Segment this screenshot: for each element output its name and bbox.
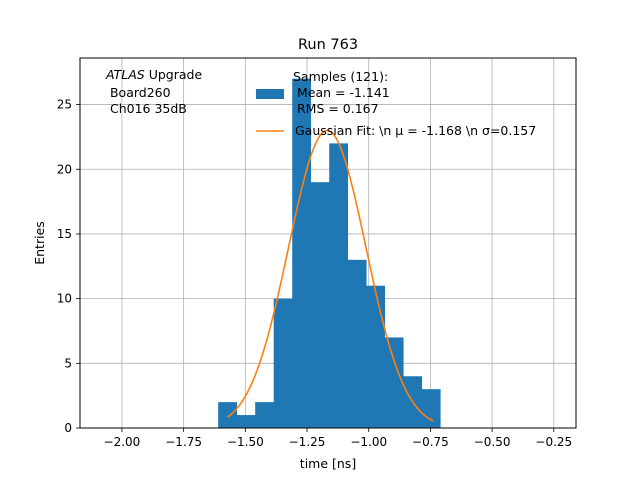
atlas-label: ATLAS Upgrade	[105, 67, 202, 82]
gaussian-fit-curve	[227, 129, 434, 422]
x-tick-label: −1.75	[165, 435, 202, 449]
histogram-bar	[255, 402, 275, 428]
histogram-bars	[218, 78, 441, 428]
x-tick-label: −1.50	[227, 435, 264, 449]
histogram-bar	[366, 285, 386, 428]
x-tick-label: −0.75	[412, 435, 449, 449]
histogram-bar	[292, 78, 312, 428]
legend-hist-line-1: Samples (121):	[293, 69, 388, 84]
x-tick-label: −0.50	[474, 435, 511, 449]
histogram-bar	[310, 182, 330, 428]
legend-hist-line-3: RMS = 0.167	[293, 101, 379, 116]
y-tick-label: 5	[64, 356, 72, 370]
y-axis-label: Entries	[32, 221, 47, 265]
atlas-italic: ATLAS	[105, 67, 145, 82]
histogram-bar	[329, 143, 349, 428]
channel-label: Ch016 35dB	[106, 101, 187, 116]
histogram-bar	[347, 259, 367, 428]
x-axis-label: time [ns]	[300, 456, 356, 471]
atlas-suffix: Upgrade	[145, 67, 203, 82]
histogram-bar	[384, 337, 404, 428]
y-tick-label: 15	[57, 227, 72, 241]
legend-fit-label: Gaussian Fit: \n μ = -1.168 \n σ=0.157	[295, 123, 536, 138]
chart-title: Run 763	[298, 37, 358, 53]
y-tick-label: 25	[57, 98, 72, 112]
x-tick-label: −1.25	[289, 435, 326, 449]
x-tick-label: −0.25	[535, 435, 572, 449]
histogram-bar	[273, 298, 293, 428]
histogram-bar	[236, 415, 256, 428]
histogram-bar	[421, 389, 441, 428]
legend-hist-line-2: Mean = -1.141	[293, 85, 390, 100]
y-tick-label: 20	[57, 162, 72, 176]
plot-frame	[79, 57, 577, 429]
x-tick-label: −1.00	[350, 435, 387, 449]
y-tick-label: 10	[57, 292, 72, 306]
y-axis-ticks: 0 5 10 15 20 25	[57, 98, 80, 435]
x-axis-ticks: −2.00 −1.75 −1.50 −1.25 −1.00 −0.75 −0.50 −0.25	[104, 428, 572, 449]
histogram-bar	[218, 402, 237, 428]
board-label: Board260	[106, 85, 171, 100]
y-tick-label: 0	[64, 421, 72, 435]
x-tick-label: −2.00	[104, 435, 141, 449]
legend: Samples (121): Mean = -1.141 RMS = 0.167…	[256, 69, 536, 138]
legend-swatch-histogram	[256, 89, 284, 99]
